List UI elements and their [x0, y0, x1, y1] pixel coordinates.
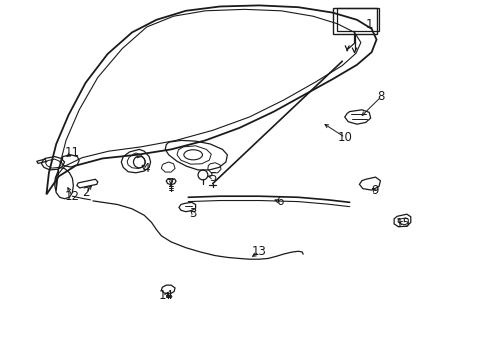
Text: 10: 10	[337, 131, 352, 144]
Text: 8: 8	[377, 90, 385, 103]
Text: 9: 9	[370, 184, 378, 197]
Text: 7: 7	[167, 177, 175, 190]
Text: 1: 1	[365, 18, 372, 31]
Text: 3: 3	[189, 207, 197, 220]
Text: 5: 5	[209, 171, 217, 184]
Text: 11: 11	[65, 147, 80, 159]
Text: 14: 14	[159, 289, 173, 302]
Text: 6: 6	[275, 195, 283, 208]
Text: 12: 12	[65, 190, 80, 203]
Text: 15: 15	[395, 217, 410, 230]
Text: 2: 2	[81, 186, 89, 199]
Text: 13: 13	[251, 246, 266, 258]
Text: 4: 4	[142, 162, 149, 175]
